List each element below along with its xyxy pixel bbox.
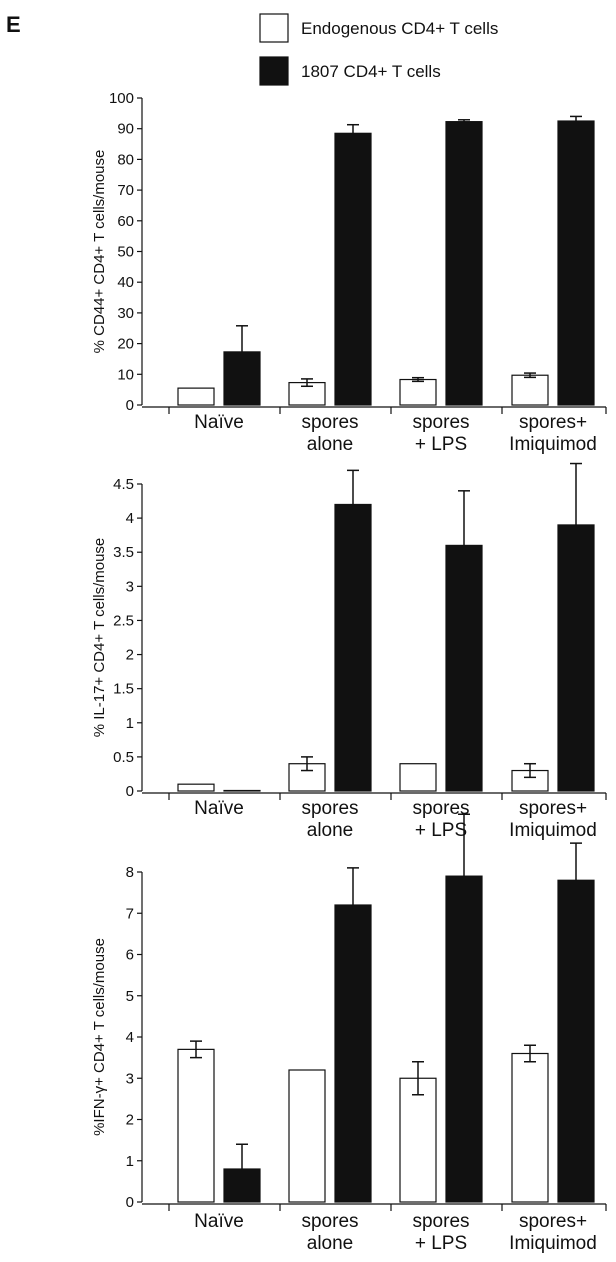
x-category-label: spores+ xyxy=(519,412,587,433)
x-category-label: spores xyxy=(412,798,469,819)
y-tick-label: 3.5 xyxy=(113,544,134,561)
ifng-bar-endogenous-0 xyxy=(177,1048,215,1203)
y-tick-label: 7 xyxy=(126,905,134,922)
cd44-bar-1807-1 xyxy=(334,132,372,406)
x-category-label: + LPS xyxy=(415,820,467,841)
cd44-bar-endogenous-0 xyxy=(177,387,215,406)
x-category-label: Imiquimod xyxy=(509,434,597,455)
legend-label-endogenous: Endogenous CD4+ T cells xyxy=(301,19,498,38)
ifng-bar-endogenous-3 xyxy=(511,1052,549,1203)
ifng-chart: 0 1 2 3 4 5 6 7 8 %IFN-γ+ CD4+ T cells/mouse Naïve… xyxy=(91,813,607,1254)
il17-chart: 0 0.5 1 1.5 2 2.5 3 3.5 4 4.5 % IL-17+ CD4+ T cell… xyxy=(91,462,607,841)
x-category-label: spores xyxy=(412,1211,469,1232)
y-tick-label: 6 xyxy=(126,947,134,964)
y-tick-label: 2.5 xyxy=(113,612,134,629)
il17-bar-1807-2 xyxy=(445,544,483,792)
x-category-label: alone xyxy=(307,434,354,455)
x-category-label: alone xyxy=(307,1233,354,1254)
y-tick-label: 70 xyxy=(117,182,134,199)
y-tick-label: 90 xyxy=(117,121,134,138)
y-tick-label: 4 xyxy=(126,1029,134,1046)
ifng-bar-endogenous-1 xyxy=(288,1069,326,1203)
y-tick-label: 50 xyxy=(117,244,134,261)
x-category-label: spores+ xyxy=(519,798,587,819)
y-tick-label: 20 xyxy=(117,336,134,353)
y-axis-title: % IL-17+ CD4+ T cells/mouse xyxy=(91,538,108,738)
y-tick-label: 80 xyxy=(117,151,134,168)
y-tick-label: 0 xyxy=(126,397,134,414)
cd44-bar-1807-3 xyxy=(557,120,595,406)
legend-label-1807: 1807 CD4+ T cells xyxy=(301,62,441,81)
ifng-bar-endogenous-2 xyxy=(399,1077,437,1203)
legend-swatch-endogenous xyxy=(259,13,289,43)
y-axis-title: % CD44+ CD4+ T cells/mouse xyxy=(91,150,108,354)
il17-bar-endogenous-2 xyxy=(399,763,437,792)
y-tick-label: 100 xyxy=(109,90,134,107)
x-category-label: spores xyxy=(412,412,469,433)
x-category-label: Naïve xyxy=(194,1211,244,1232)
x-category-label: spores xyxy=(301,412,358,433)
x-category-label: alone xyxy=(307,820,354,841)
y-tick-label: 8 xyxy=(126,864,134,881)
y-tick-label: 2 xyxy=(126,1112,134,1129)
y-tick-label: 4 xyxy=(126,510,134,527)
x-category-label: Naïve xyxy=(194,412,244,433)
x-category-label: spores+ xyxy=(519,1211,587,1232)
x-category-label: Imiquimod xyxy=(509,1233,597,1254)
y-tick-label: 0 xyxy=(126,783,134,800)
y-tick-label: 3 xyxy=(126,578,134,595)
ifng-bar-1807-2 xyxy=(445,875,483,1203)
x-category-label: spores xyxy=(301,798,358,819)
cd44-chart: 0 10 20 30 40 50 60 70 80 90 100 % CD44+ CD4+ T cel… xyxy=(91,90,607,455)
x-category-label: + LPS xyxy=(415,434,467,455)
y-tick-label: 0.5 xyxy=(113,749,134,766)
ifng-bar-1807-1 xyxy=(334,904,372,1203)
x-category-label: spores xyxy=(301,1211,358,1232)
y-tick-label: 1 xyxy=(126,715,134,732)
il17-bar-endogenous-0 xyxy=(177,783,215,792)
y-tick-label: 5 xyxy=(126,988,134,1005)
ifng-bar-1807-3 xyxy=(557,879,595,1203)
x-category-label: + LPS xyxy=(415,1233,467,1254)
x-category-label: Naïve xyxy=(194,798,244,819)
il17-bar-1807-0 xyxy=(223,789,261,792)
cd44-bar-endogenous-3 xyxy=(511,374,549,406)
y-tick-label: 3 xyxy=(126,1070,134,1087)
y-tick-label: 10 xyxy=(117,366,134,383)
legend: Endogenous CD4+ T cells 1807 CD4+ T cell… xyxy=(259,13,498,86)
y-tick-label: 60 xyxy=(117,213,134,230)
x-category-label: Imiquimod xyxy=(509,820,597,841)
y-tick-label: 4.5 xyxy=(113,476,134,493)
y-tick-label: 1 xyxy=(126,1153,134,1170)
y-tick-label: 2 xyxy=(126,647,134,664)
panel-label: E xyxy=(6,12,21,37)
cd44-bar-1807-0 xyxy=(223,351,261,406)
ifng-bar-1807-0 xyxy=(223,1168,261,1203)
y-tick-label: 40 xyxy=(117,274,134,291)
legend-swatch-1807 xyxy=(259,56,289,86)
y-axis-title: %IFN-γ+ CD4+ T cells/mouse xyxy=(91,938,108,1136)
cd44-bar-endogenous-2 xyxy=(399,378,437,406)
y-tick-label: 1.5 xyxy=(113,681,134,698)
y-tick-label: 30 xyxy=(117,305,134,322)
il17-bar-1807-3 xyxy=(557,524,595,792)
cd44-bar-1807-2 xyxy=(445,121,483,406)
il17-bar-1807-1 xyxy=(334,503,372,792)
y-tick-label: 0 xyxy=(126,1194,134,1211)
